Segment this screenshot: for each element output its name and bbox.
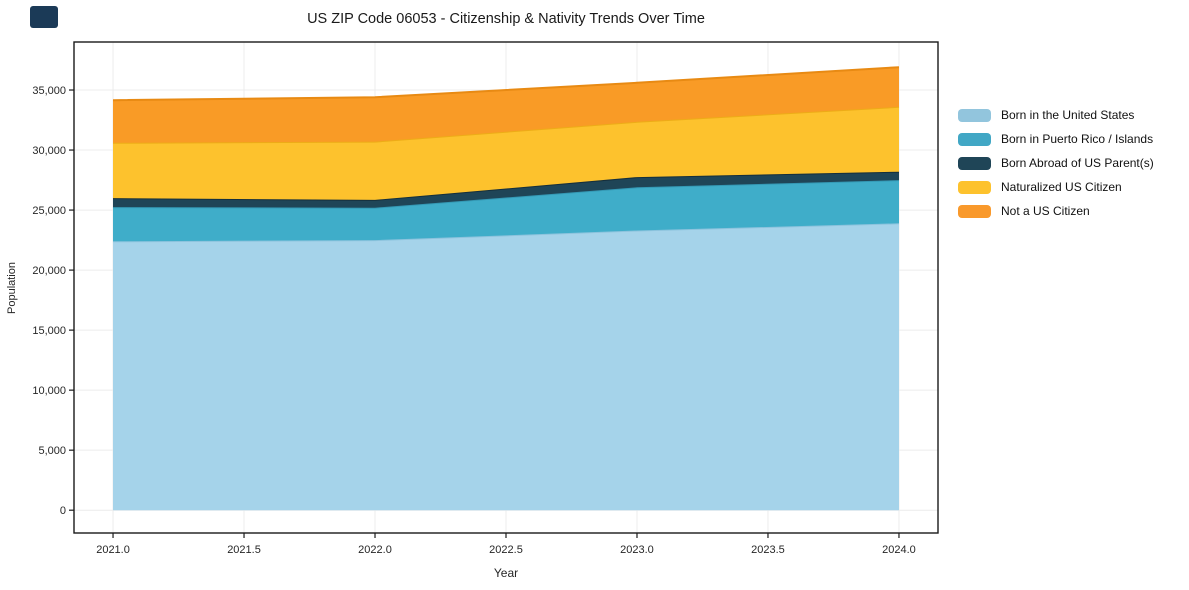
y-axis-label: Population: [6, 262, 18, 314]
x-tick-label: 2021.5: [227, 544, 261, 556]
stacked-areas: [112, 66, 900, 511]
x-axis-label: Year: [494, 566, 518, 580]
corner-badge: [30, 6, 58, 28]
legend-item-born-abroad-of-us-parent-s: Born Abroad of US Parent(s): [958, 151, 1154, 175]
axes: 2021.0 2021.5 2022.0 2022.5 2023.0 2023.5 2024…: [32, 41, 939, 556]
y-tick-label: 15,000: [32, 325, 66, 337]
area-naturalized-us-citizen: [113, 106, 899, 200]
y-tick-label: 10,000: [32, 385, 66, 397]
y-tick-label: 35,000: [32, 85, 66, 97]
legend-label: Naturalized US Citizen: [1001, 179, 1122, 194]
legend-swatch-icon: [958, 180, 991, 194]
legend-swatch-icon: [958, 204, 991, 218]
legend-swatch-icon: [958, 108, 991, 122]
x-tick-label: 2022.0: [358, 544, 392, 556]
x-tick-label: 2023.0: [620, 544, 654, 556]
legend-label: Not a US Citizen: [1001, 203, 1090, 218]
legend-swatch-icon: [958, 156, 991, 170]
area-born-abroad-of-us-parent-s: [113, 171, 899, 208]
y-tick-label: 20,000: [32, 265, 66, 277]
area-not-a-us-citizen: [113, 67, 899, 143]
x-tick-label: 2021.0: [96, 544, 130, 556]
legend-item-not-a-us-citizen: Not a US Citizen: [958, 199, 1154, 223]
legend-item-born-in-the-united-states: Born in the United States: [958, 103, 1154, 127]
x-tick-label: 2022.5: [489, 544, 523, 556]
y-tick-label: 0: [60, 505, 66, 517]
legend: Born in the United States Born in Puerto …: [958, 103, 1154, 223]
chart-title: US ZIP Code 06053 - Citizenship & Nativi…: [307, 11, 705, 27]
legend-label: Born Abroad of US Parent(s): [1001, 155, 1154, 170]
legend-item-born-in-puerto-rico-islands: Born in Puerto Rico / Islands: [958, 127, 1154, 151]
legend-item-naturalized-us-citizen: Naturalized US Citizen: [958, 175, 1154, 199]
area-edge-not-a-us-citizen: [112, 66, 900, 102]
area-born-in-the-united-states: [113, 223, 899, 511]
legend-label: Born in the United States: [1001, 107, 1135, 122]
y-tick-label: 5,000: [38, 445, 66, 457]
x-tick-label: 2024.0: [882, 544, 916, 556]
y-tick-label: 25,000: [32, 205, 66, 217]
area-born-in-puerto-rico-islands: [113, 180, 899, 242]
legend-swatch-icon: [958, 132, 991, 146]
x-tick-label: 2023.5: [751, 544, 785, 556]
y-tick-label: 30,000: [32, 145, 66, 157]
legend-label: Born in Puerto Rico / Islands: [1001, 131, 1154, 146]
